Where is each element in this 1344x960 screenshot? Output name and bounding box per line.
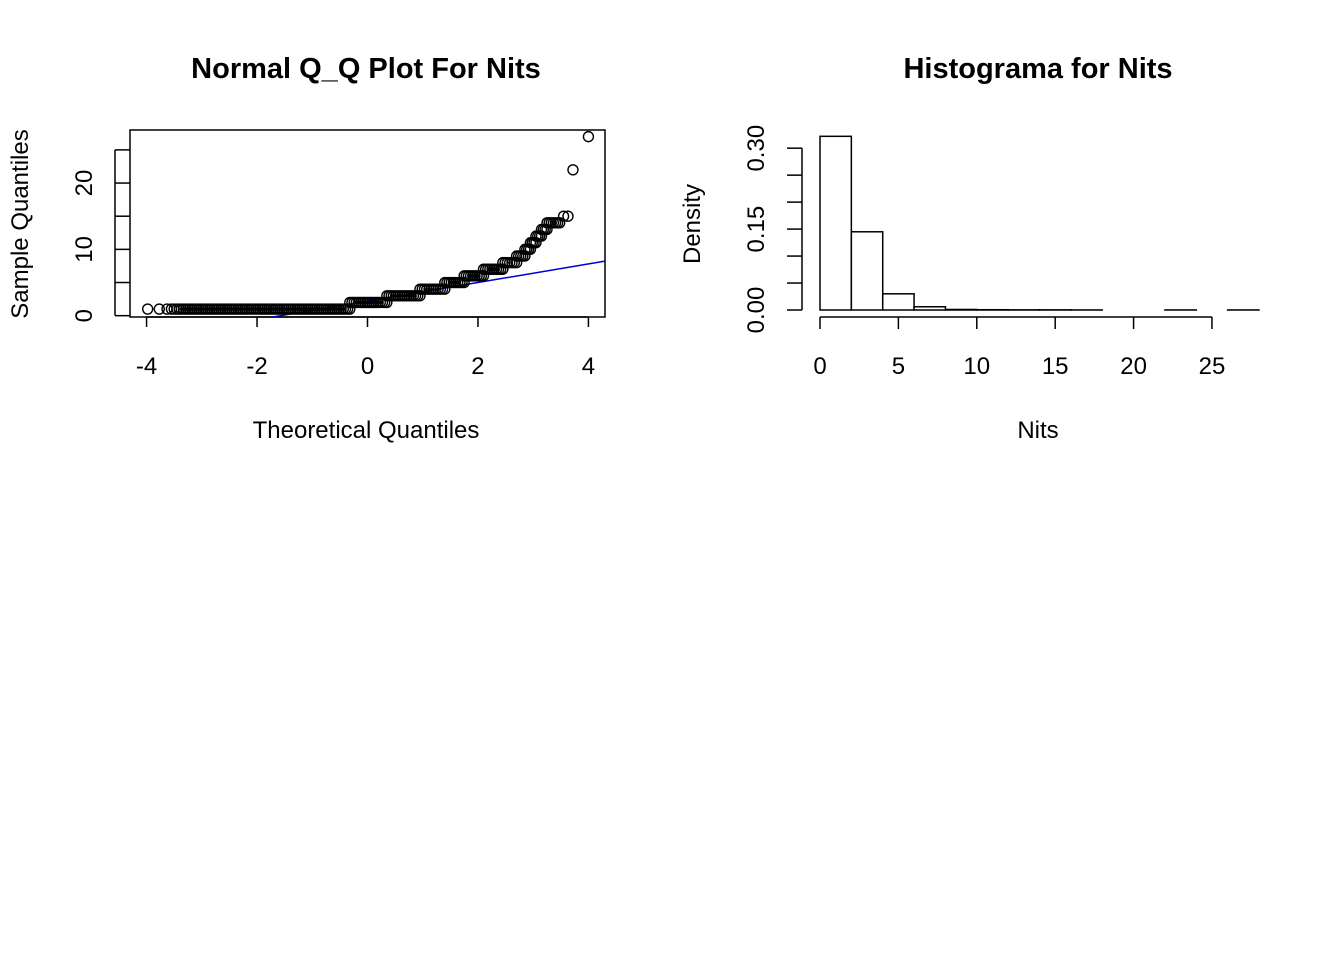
histogram-x-axis-label: Nits [1017, 417, 1058, 444]
qq-point [582, 130, 595, 143]
qq-point [567, 164, 579, 176]
qq-point [161, 303, 173, 315]
histogram-y-tick-label: 0.15 [743, 206, 770, 253]
qq-plot-panel: Normal Q_Q Plot For Nits -4 -2 0 2 4 0 10 20 T… [7, 53, 606, 444]
qq-y-axis-label: Sample Quantiles [7, 129, 34, 318]
histogram-y-axis: 0.00 0.15 0.30 [743, 125, 803, 334]
qq-x-axis-label: Theoretical Quantiles [253, 417, 480, 444]
qq-y-tick-label: 0 [71, 309, 98, 322]
qq-point [554, 217, 566, 229]
histogram-x-tick-label: 10 [963, 353, 990, 380]
qq-y-tick-label: 20 [71, 170, 98, 197]
histogram-x-tick-label: 15 [1042, 353, 1069, 380]
qq-point [535, 230, 548, 242]
qq-point [165, 303, 178, 315]
qq-x-tick-label: 2 [471, 353, 484, 380]
histogram-y-tick-label: 0.00 [743, 287, 770, 334]
qq-plot-title: Normal Q_Q Plot For Nits [191, 53, 541, 85]
qq-x-tick-label: 0 [361, 353, 374, 380]
histogram-x-tick-label: 5 [892, 353, 905, 380]
qq-x-tick-label: -4 [136, 353, 157, 380]
histogram-y-tick-label: 0.30 [743, 125, 770, 172]
qq-point [557, 210, 570, 222]
histogram-x-tick-label: 20 [1120, 353, 1147, 380]
histogram-bar [881, 293, 915, 311]
histogram-x-axis: 0 5 10 15 20 25 [813, 316, 1226, 380]
qq-point [168, 303, 180, 315]
qq-point [562, 210, 574, 222]
qq-x-axis: -4 -2 0 2 4 [136, 316, 595, 380]
qq-plot-frame [129, 129, 606, 318]
qq-x-tick-label: 4 [582, 353, 595, 380]
qq-y-axis: 0 10 20 [71, 149, 130, 322]
qq-x-tick-label: -2 [246, 353, 267, 380]
histogram-bar [850, 231, 884, 311]
histogram-bars [819, 135, 1260, 311]
histogram-x-tick-label: 25 [1199, 353, 1226, 380]
histogram-panel: Histograma for Nits 0 5 10 15 20 25 0.000.150… [679, 53, 1260, 444]
qq-point [519, 250, 531, 262]
qq-point [141, 303, 154, 315]
qq-point [530, 237, 542, 249]
qq-points [141, 130, 595, 315]
histogram-bar [913, 306, 947, 311]
histogram-x-tick-label: 0 [813, 353, 826, 380]
qq-point [524, 243, 537, 256]
histogram-y-axis-label: Density [679, 184, 706, 264]
histogram-title: Histograma for Nits [903, 53, 1172, 85]
qq-point [153, 303, 165, 315]
histogram-bar [944, 308, 978, 311]
histogram-bar [819, 135, 853, 311]
qq-y-tick-label: 10 [71, 236, 98, 263]
